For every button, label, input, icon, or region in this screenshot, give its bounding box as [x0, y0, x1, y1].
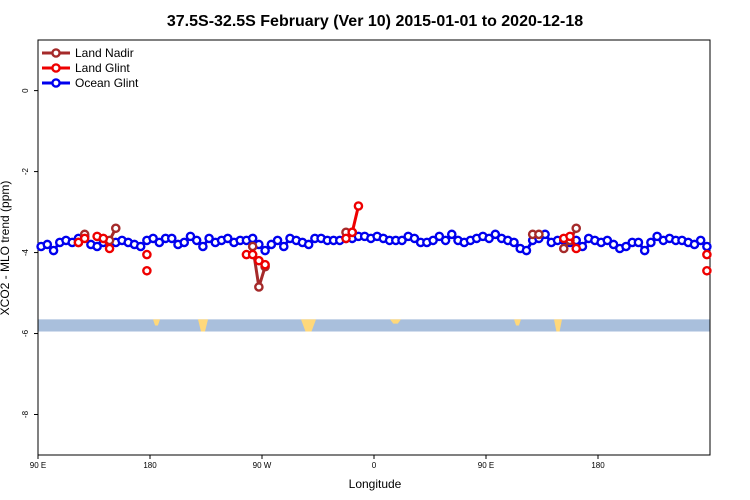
legend-label: Land Glint [75, 61, 130, 75]
land-shape [390, 319, 401, 324]
land-shape [198, 319, 208, 332]
y-axis-label: XCO2 - MLO trend (ppm) [0, 181, 12, 316]
data-point [198, 241, 208, 252]
data-point [571, 243, 582, 254]
data-point [166, 233, 177, 244]
data-point [42, 239, 53, 250]
legend-label: Land Nadir [75, 46, 134, 60]
data-point [92, 241, 102, 252]
data-point [639, 245, 650, 256]
data-point [434, 231, 445, 242]
data-point [135, 241, 146, 252]
data-point [222, 233, 233, 244]
data-point [254, 255, 264, 266]
data-point [558, 243, 569, 254]
data-point [73, 237, 84, 248]
data-point [602, 235, 613, 246]
y-tick-label: -6 [21, 329, 30, 337]
x-tick-label: 90 E [30, 461, 46, 470]
data-point [247, 249, 258, 260]
data-point [565, 231, 575, 242]
series-land-glint [73, 201, 712, 276]
data-point [266, 239, 277, 250]
legend-marker [51, 63, 61, 73]
data-point [428, 235, 438, 246]
data-point [260, 259, 270, 270]
data-point [397, 235, 407, 246]
data-point [440, 235, 451, 246]
data-point [79, 233, 90, 244]
y-tick-label: -4 [21, 248, 30, 256]
chart-title: 37.5S-32.5S February (Ver 10) 2015-01-01… [167, 13, 583, 30]
ocean-band [38, 319, 710, 332]
data-point [484, 233, 494, 244]
x-tick-label: 0 [372, 461, 377, 470]
land-shape [153, 319, 160, 326]
data-point [154, 237, 165, 248]
data-point [104, 243, 115, 254]
data-point [254, 282, 264, 292]
x-tick-label: 180 [591, 461, 605, 470]
y-tick-label: -8 [21, 410, 30, 418]
data-point [272, 235, 283, 246]
data-point [341, 233, 351, 244]
world-map-band [38, 319, 710, 332]
y-tick-label: -2 [21, 167, 30, 175]
data-point [185, 231, 196, 242]
data-point [148, 233, 158, 244]
legend-marker [51, 78, 61, 88]
data-point [608, 239, 619, 250]
data-point [695, 235, 706, 246]
data-point [179, 237, 190, 248]
data-point [702, 241, 712, 252]
data-point [142, 249, 152, 260]
data-point [689, 239, 700, 250]
legend-label: Ocean Glint [75, 76, 139, 90]
data-point [571, 223, 582, 234]
data-point [247, 241, 258, 252]
data-point [204, 233, 214, 244]
series-layer [36, 201, 712, 292]
data-point [646, 237, 656, 248]
data-point [490, 229, 501, 240]
data-point [260, 245, 270, 256]
data-point [633, 237, 644, 248]
x-tick-label: 90 E [478, 461, 494, 470]
data-point [702, 265, 712, 276]
data-point [98, 233, 109, 244]
data-point [621, 241, 631, 252]
data-point [48, 245, 59, 256]
data-point [278, 241, 289, 252]
legend-marker [51, 48, 61, 58]
series-ocean-glint [36, 229, 712, 256]
data-point [509, 237, 519, 248]
data-point [446, 229, 457, 240]
data-point [347, 227, 358, 238]
data-point [110, 223, 121, 234]
data-point [191, 235, 202, 246]
land-shape [514, 319, 521, 326]
data-point [303, 239, 314, 250]
axes: 90 E 180 90 W 0 90 E 180 0 -2 -4 -6 -8 [21, 88, 605, 470]
land-shape [301, 319, 316, 332]
data-point [142, 265, 152, 276]
data-point [652, 231, 662, 242]
data-point [247, 233, 258, 244]
land-shape [554, 319, 562, 332]
data-point [702, 249, 712, 260]
x-axis-label: Longitude [349, 477, 402, 491]
data-point [353, 201, 364, 211]
x-tick-label: 90 W [253, 461, 272, 470]
data-point [521, 245, 532, 256]
y-tick-label: 0 [21, 88, 30, 93]
data-point [409, 233, 420, 244]
data-point [534, 229, 544, 240]
x-tick-label: 180 [143, 461, 157, 470]
